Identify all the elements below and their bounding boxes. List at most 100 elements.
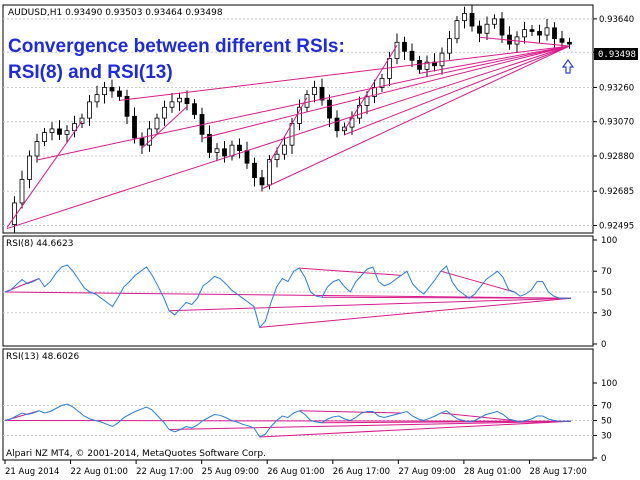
rsi13-trendlines[interactable] (4, 410, 572, 438)
price-candles[interactable] (12, 4, 572, 233)
candle-body (552, 27, 557, 40)
rsi13-label: RSI(13) 48.6026 (6, 352, 79, 362)
rsi-tick-label: 30 (601, 432, 612, 442)
rsi-trendline[interactable] (4, 291, 572, 299)
price-trendline[interactable] (36, 45, 570, 161)
rsi-trendline[interactable] (299, 267, 402, 276)
candle-body (312, 87, 317, 96)
candle-body (34, 141, 40, 157)
time-tick-label: 25 Aug 09:00 (202, 467, 259, 477)
time-tick-label: 22 Aug 01:00 (71, 467, 128, 477)
price-trendline[interactable] (141, 106, 188, 149)
candle-body (27, 155, 32, 180)
rsi8-trendlines[interactable] (4, 267, 572, 328)
price-tick-label: 0.93640 (599, 15, 634, 25)
candle-body (537, 31, 542, 36)
candle-body (237, 144, 242, 151)
candle-body (19, 179, 25, 204)
rsi-trendline[interactable] (4, 420, 572, 422)
candle-body (184, 97, 190, 105)
candle-body (439, 52, 445, 67)
time-axis: 21 Aug 2014 22 Aug 01:00 22 Aug 17:00 25 Au… (4, 460, 587, 477)
candle-body (477, 25, 482, 34)
candle-body (274, 153, 280, 161)
price-tick-label: 0.92880 (599, 152, 634, 162)
rsi-trendline[interactable] (440, 412, 515, 421)
candle-body (342, 126, 347, 132)
rsi8-line (4, 264, 571, 329)
candle-body (42, 132, 47, 142)
candle-body (327, 99, 332, 119)
price-trendline[interactable] (6, 120, 83, 228)
candle-body (214, 148, 220, 153)
rsi-trendline[interactable] (169, 420, 572, 430)
price-pane[interactable]: AUDUSD,H1 0.93490 0.93503 0.93464 0.9349… (2, 4, 638, 234)
copyright-text: Alpari NZ MT4, © 2001-2014, MetaQuotes S… (6, 449, 266, 459)
candle-body (139, 137, 145, 146)
rsi-trendline[interactable] (440, 270, 515, 293)
rsi-trendline[interactable] (259, 297, 572, 328)
price-trendline[interactable] (269, 97, 308, 163)
candle-body (522, 29, 527, 38)
price-trendline[interactable] (344, 45, 570, 136)
rsi-tick-label: 30 (601, 309, 612, 319)
candle-body (319, 87, 325, 101)
rsi-trendline[interactable] (299, 410, 402, 414)
candle-body (87, 101, 92, 119)
price-axis: 0.936400.934550.932600.930700.928800.926… (593, 15, 634, 231)
candle-body (147, 128, 152, 146)
rsi-tick-label: 50 (601, 417, 612, 427)
price-trendline[interactable] (261, 45, 570, 190)
time-tick-label: 28 Aug 01:00 (464, 467, 521, 477)
price-tick-label: 0.93070 (599, 118, 634, 128)
price-tick-label: 0.92685 (599, 187, 634, 197)
price-trendline[interactable] (6, 45, 570, 230)
rsi-trendline[interactable] (321, 420, 572, 424)
candle-body (529, 29, 535, 32)
candle-body (12, 202, 17, 225)
candle-body (469, 13, 475, 27)
candle-body (222, 148, 227, 157)
candle-body (267, 159, 272, 186)
candle-body (244, 150, 250, 164)
price-trendline[interactable] (119, 45, 570, 101)
candle-body (117, 90, 122, 97)
candle-body (379, 77, 385, 88)
rsi13-line (4, 403, 571, 438)
rsi13-pane[interactable]: RSI(13) 48.6026 100 70 50 30 0 Alpari NZ MT4… (2, 348, 617, 464)
rsi-tick-label: 100 (601, 379, 617, 389)
price-trendline[interactable] (419, 45, 570, 74)
rsi8-pane[interactable]: RSI(8) 44.6623 100 70 50 30 0 (2, 235, 617, 350)
candle-body (567, 41, 572, 45)
rsi8-pane-frame (2, 235, 594, 347)
candle-body (124, 96, 130, 117)
rsi-trendline[interactable] (321, 296, 572, 299)
candle-body (109, 87, 115, 92)
candle-body (64, 130, 70, 135)
candle-body (154, 117, 160, 130)
candle-body (207, 133, 212, 153)
rsi-trendline[interactable] (169, 297, 572, 312)
rsi8-label: RSI(8) 44.6623 (6, 239, 73, 249)
price-trendline[interactable] (479, 36, 570, 47)
time-tick-label: 26 Aug 17:00 (333, 467, 390, 477)
candle-body (177, 97, 182, 103)
candle-body (79, 117, 85, 124)
candle-body (259, 177, 265, 186)
candle-body (334, 117, 340, 132)
candle-body (484, 23, 490, 34)
candle-body (102, 87, 107, 96)
candle-body (409, 50, 415, 61)
candle-body (499, 18, 505, 36)
candle-body (454, 20, 460, 40)
rsi-tick-label: 70 (601, 267, 612, 277)
price-trendline[interactable] (344, 45, 398, 131)
rsi-trendline[interactable] (259, 420, 572, 438)
caption-line-1: Convergence between different RSIs: (8, 36, 345, 57)
price-trendlines[interactable] (6, 36, 570, 230)
symbol-header: AUDUSD,H1 0.93490 0.93503 0.93464 0.9349… (8, 8, 223, 18)
price-tick-label: 0.92495 (599, 221, 634, 231)
price-trendline[interactable] (201, 45, 570, 139)
candle-body (462, 13, 467, 22)
